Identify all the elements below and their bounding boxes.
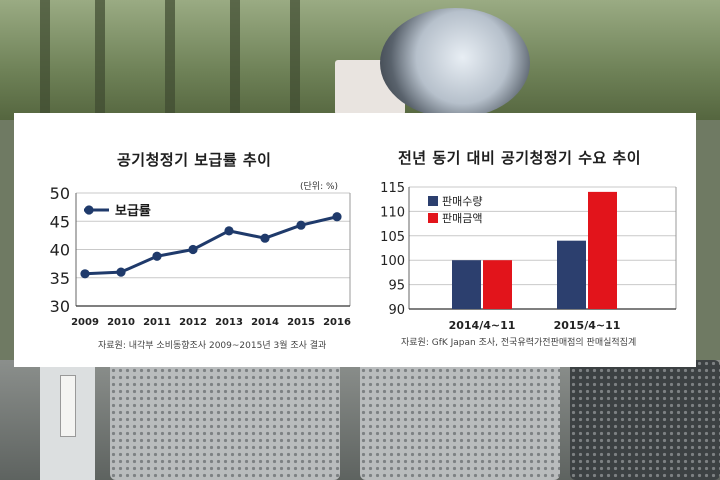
bar-판매금액 — [483, 260, 512, 309]
bar-판매수량 — [452, 260, 481, 309]
x-tick-label: 2015/4~11 — [554, 319, 621, 332]
x-tick-label: 2010 — [107, 317, 135, 328]
tree-trunk — [290, 0, 300, 120]
data-point — [152, 251, 162, 261]
y-tick-label: 115 — [380, 181, 405, 196]
tree-trunk — [95, 0, 105, 120]
y-tick-label: 90 — [388, 303, 405, 318]
air-purifier-unit — [110, 360, 340, 480]
x-tick-label: 2012 — [179, 317, 207, 328]
y-tick-label: 40 — [50, 241, 70, 260]
bar-판매수량 — [557, 240, 586, 309]
legend-swatch — [428, 213, 438, 223]
x-tick-label: 2014 — [251, 317, 279, 328]
legend-label: 판매금액 — [442, 212, 482, 225]
line-chart-title: 공기청정기 보급률 추이 — [117, 151, 272, 169]
bar-chart-source: 자료원: GfK Japan 조사, 전국유력가전판매점의 판매실적집계 — [401, 338, 637, 348]
air-purifier-unit — [570, 360, 720, 480]
tree-trunk — [230, 0, 240, 120]
x-tick-label: 2015 — [287, 317, 315, 328]
data-point — [188, 244, 198, 255]
x-tick-label: 2016 — [323, 317, 351, 328]
y-tick-label: 35 — [50, 269, 70, 288]
legend-marker — [84, 205, 94, 215]
y-tick-label: 45 — [50, 212, 70, 231]
data-point — [80, 269, 90, 279]
air-purifier-top — [380, 8, 530, 118]
line-chart-unit: (단위: %) — [300, 182, 339, 192]
data-point — [116, 267, 126, 277]
x-tick-label: 2013 — [215, 317, 243, 328]
data-point — [332, 212, 342, 222]
x-tick-label: 2014/4~11 — [449, 319, 516, 332]
charts-canvas: 30 35 40 45 50 2009 2010 2011 2012 2013 2014 2015 20… — [50, 181, 677, 332]
y-tick-label: 50 — [50, 184, 70, 203]
barcode-sticker — [60, 375, 76, 437]
x-tick-label: 2009 — [71, 317, 99, 328]
y-tick-label: 95 — [388, 279, 405, 294]
data-point — [296, 220, 306, 230]
infographic-panel: 공기청정기 보급률 추이 (단위: %) 자료원: 내각부 소비동향조사 200… — [14, 113, 696, 367]
tree-trunk — [40, 0, 50, 120]
y-tick-label: 100 — [380, 254, 405, 269]
legend-swatch — [428, 196, 438, 206]
bar-판매금액 — [588, 191, 617, 309]
y-tick-label: 110 — [380, 205, 405, 220]
line-series-보급률 — [84, 215, 338, 276]
line-chart-source: 자료원: 내각부 소비동향조사 2009~2015년 3월 조사 결과 — [98, 341, 327, 351]
x-tick-label: 2011 — [143, 317, 171, 328]
legend-label: 판매수량 — [442, 195, 482, 208]
tree-trunk — [165, 0, 175, 120]
data-point — [260, 233, 270, 243]
y-tick-label: 105 — [380, 230, 405, 245]
y-tick-label: 30 — [50, 297, 70, 316]
bar-chart-title: 전년 동기 대비 공기청정기 수요 추이 — [398, 149, 642, 167]
data-point — [224, 226, 234, 236]
air-purifier-unit — [360, 360, 560, 480]
legend-label: 보급률 — [115, 204, 151, 219]
